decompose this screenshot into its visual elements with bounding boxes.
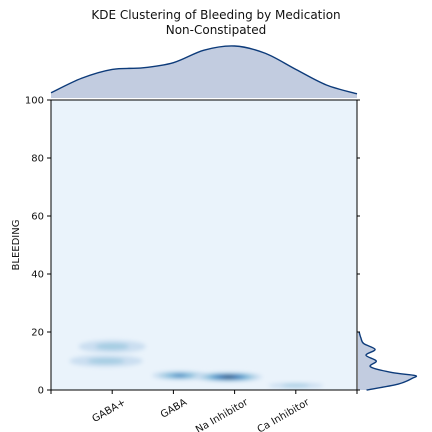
density-level [282,384,310,388]
x-tick-label: Ca Inhibitor [256,397,312,432]
density-cluster-4 [268,382,324,389]
density-level [87,358,125,364]
marginal-y-kde [358,331,418,391]
density-contours [69,340,324,389]
y-tick-label: 80 [31,154,44,165]
y-tick-label: 60 [31,212,44,223]
y-tick-label: 40 [31,270,44,281]
y-axis: 0 20 40 60 80 100 [25,96,360,397]
density-cluster-1 [69,355,143,367]
density-level [172,374,187,377]
chart-subtitle: Non-Constipated [166,23,267,37]
marginal-x-line [50,45,358,95]
marginal-x-kde [50,45,358,98]
chart-title: KDE Clustering of Bleeding by Medication [91,8,340,22]
density-cluster-2 [151,371,208,380]
marginal-y-line [358,331,418,391]
x-tick-label: GABA [159,397,189,421]
x-tick-label: GABA+ [90,397,127,425]
density-cluster-3 [194,372,263,382]
y-axis-label: BLEEDING [11,220,22,271]
density-level [95,343,130,350]
y-tick-label: 100 [25,96,44,107]
x-tick-label: Na Inhibitor [194,397,251,432]
x-axis: GABA+ GABA Na Inhibitor Ca Inhibitor [50,390,358,432]
y-tick-label: 0 [38,386,44,397]
density-cluster-0 [78,340,146,353]
plot-frame [50,99,358,391]
marginal-y-fill [358,332,417,390]
y-tick-label: 20 [31,328,44,339]
marginal-x-fill [51,45,357,98]
density-level [222,375,235,379]
